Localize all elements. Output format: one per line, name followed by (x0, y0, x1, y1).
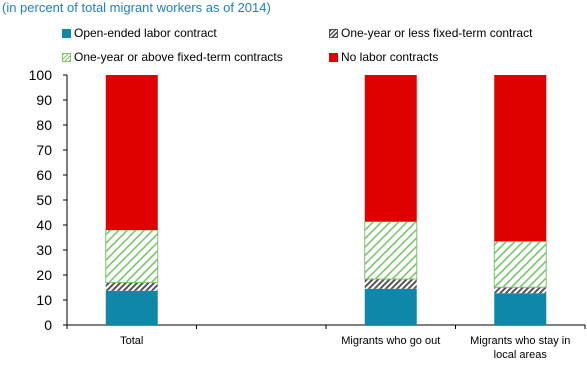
bar-segment-3-3 (494, 75, 547, 242)
bar-segment-2-3 (493, 240, 547, 288)
legend-item-open-ended: Open-ended labor contract (62, 26, 217, 40)
legend-item-no-contract: No labor contracts (329, 50, 438, 64)
chart-subtitle: (in percent of total migrant workers as … (2, 0, 271, 15)
legend-item-one-year-or-less: One-year or less fixed-term contract (329, 26, 532, 40)
legend-label-no-contract: No labor contracts (341, 50, 439, 64)
x-category-label: Migrants who stay in local areas (470, 335, 570, 361)
y-tick-label: 40 (36, 217, 52, 233)
legend-swatch-one-year-or-above (62, 52, 71, 62)
x-category-label: Total (120, 335, 143, 347)
y-tick-label: 0 (44, 317, 52, 333)
bar-segment-0-3 (494, 293, 547, 325)
legend-swatch-open-ended (62, 28, 71, 38)
y-tick-label: 50 (36, 192, 52, 208)
bar-segment-3-0 (105, 75, 158, 230)
bar-segment-1-2 (364, 279, 417, 289)
legend-label-one-year-or-less: One-year or less fixed-term contract (341, 26, 533, 40)
y-tick-label: 30 (36, 242, 52, 258)
x-category-label: Migrants who go out (341, 335, 440, 347)
legend-item-one-year-or-above: One-year or above fixed-term contracts (62, 50, 283, 64)
y-tick-label: 60 (36, 167, 52, 183)
y-tick-label: 80 (36, 117, 52, 133)
bar-segment-1-3 (494, 287, 547, 294)
bar-segment-3-2 (364, 75, 417, 222)
chart-legend: Open-ended labor contract One-year or le… (0, 22, 587, 68)
y-tick-label: 90 (36, 92, 52, 108)
legend-swatch-no-contract (329, 52, 338, 62)
bar-segment-2-2 (364, 221, 418, 280)
bar-segment-2-0 (105, 229, 159, 283)
legend-label-open-ended: Open-ended labor contract (74, 26, 217, 40)
y-tick-label: 10 (36, 292, 52, 308)
bar-segment-0-2 (364, 288, 417, 325)
y-tick-label: 20 (36, 267, 52, 283)
bar-segment-0-0 (105, 290, 158, 325)
legend-label-one-year-or-above: One-year or above fixed-term contracts (74, 50, 283, 64)
y-tick-label: 70 (36, 142, 52, 158)
bar-segment-1-0 (105, 282, 158, 291)
y-tick-label: 100 (29, 67, 53, 83)
legend-swatch-one-year-or-less (329, 28, 338, 38)
